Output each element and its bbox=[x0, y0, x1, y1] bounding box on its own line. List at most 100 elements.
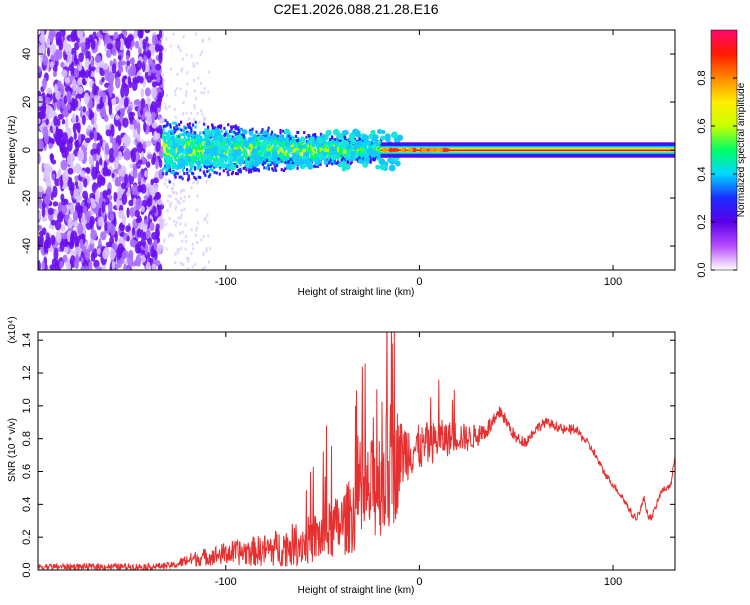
noise-blob bbox=[51, 173, 56, 181]
signal-pixel bbox=[245, 157, 249, 161]
signal-pixel bbox=[374, 155, 377, 159]
faint-pixel bbox=[195, 226, 198, 230]
faint-pixel bbox=[171, 234, 174, 238]
noise-blob bbox=[40, 234, 44, 246]
signal-pixel bbox=[234, 142, 238, 146]
signal-pixel bbox=[161, 133, 165, 137]
signal-pixel bbox=[194, 138, 197, 142]
signal-highlight bbox=[242, 140, 249, 147]
signal-pixel bbox=[332, 144, 335, 148]
noise-blob bbox=[41, 42, 46, 55]
signal-pixel bbox=[169, 164, 172, 168]
noise-blob bbox=[98, 216, 104, 227]
signal-highlight bbox=[308, 150, 313, 155]
noise-blob bbox=[151, 231, 158, 240]
faint-pixel bbox=[196, 241, 199, 245]
faint-pixel bbox=[179, 261, 182, 265]
noise-blob bbox=[70, 30, 77, 42]
noise-blob bbox=[38, 260, 41, 270]
faint-pixel bbox=[188, 194, 191, 198]
signal-pixel bbox=[267, 159, 270, 163]
signal-pixel bbox=[220, 129, 223, 133]
signal-pixel bbox=[260, 130, 263, 134]
signal-pixel bbox=[187, 125, 190, 129]
signal-pixel bbox=[166, 121, 169, 125]
faint-pixel bbox=[173, 177, 176, 181]
signal-pixel bbox=[184, 146, 187, 150]
noise-blob bbox=[95, 189, 100, 203]
signal-pixel bbox=[369, 140, 372, 144]
signal-pixel bbox=[311, 152, 314, 156]
signal-highlight bbox=[256, 158, 263, 164]
signal-highlight bbox=[368, 133, 374, 139]
noise-blob bbox=[130, 150, 136, 163]
signal-pixel bbox=[302, 149, 305, 153]
noise-blob bbox=[57, 118, 61, 127]
noise-blob bbox=[43, 195, 51, 206]
noise-blob bbox=[57, 113, 64, 120]
signal-highlight bbox=[192, 143, 197, 148]
signal-highlight bbox=[180, 161, 186, 167]
signal-pixel bbox=[319, 151, 322, 155]
spectrogram-x-tick-label: 0 bbox=[416, 276, 422, 288]
signal-pixel bbox=[237, 139, 240, 143]
faint-pixel bbox=[179, 222, 182, 226]
noise-blob bbox=[113, 157, 119, 168]
signal-pixel bbox=[188, 152, 191, 156]
signal-pixel bbox=[290, 135, 293, 139]
noise-blob bbox=[70, 230, 78, 241]
signal-pixel bbox=[284, 167, 287, 171]
faint-pixel bbox=[170, 67, 173, 71]
noise-blob bbox=[49, 43, 57, 54]
faint-pixel bbox=[180, 213, 183, 217]
signal-highlight bbox=[380, 135, 386, 141]
noise-blob bbox=[38, 224, 43, 231]
noise-blob bbox=[38, 151, 41, 164]
faint-pixel bbox=[182, 199, 185, 203]
noise-blob bbox=[95, 134, 102, 141]
signal-pixel bbox=[167, 162, 170, 166]
signal-pixel bbox=[178, 127, 181, 131]
signal-pixel bbox=[357, 151, 360, 155]
noise-blob bbox=[128, 111, 134, 122]
noise-blob bbox=[50, 219, 57, 226]
signal-pixel bbox=[317, 152, 320, 156]
signal-highlight bbox=[290, 164, 296, 170]
signal-pixel bbox=[164, 124, 167, 128]
signal-pixel bbox=[244, 158, 247, 162]
faint-pixel bbox=[182, 263, 185, 267]
signal-pixel bbox=[292, 149, 295, 153]
signal-pixel bbox=[211, 142, 214, 146]
signal-pixel bbox=[248, 168, 251, 172]
signal-pixel bbox=[325, 152, 328, 156]
signal-pixel bbox=[202, 122, 206, 126]
noise-blob bbox=[90, 229, 98, 241]
faint-pixel bbox=[199, 53, 202, 57]
signal-pixel bbox=[219, 126, 222, 130]
signal-highlight bbox=[248, 164, 253, 169]
signal-pixel bbox=[283, 148, 286, 152]
signal-pixel bbox=[244, 155, 248, 159]
signal-highlight bbox=[309, 136, 315, 142]
noise-blob bbox=[66, 90, 72, 104]
signal-highlight bbox=[256, 145, 261, 151]
signal-highlight bbox=[167, 142, 173, 148]
signal-pixel bbox=[249, 167, 252, 171]
noise-blob bbox=[59, 260, 64, 269]
signal-highlight bbox=[376, 139, 382, 145]
noise-blob bbox=[67, 53, 72, 65]
signal-highlight bbox=[251, 148, 259, 155]
signal-pixel bbox=[327, 157, 330, 161]
signal-pixel bbox=[195, 156, 198, 160]
signal-pixel bbox=[317, 148, 320, 152]
signal-pixel bbox=[339, 151, 342, 155]
noise-blob bbox=[57, 168, 62, 179]
signal-pixel bbox=[278, 147, 281, 151]
signal-pixel bbox=[256, 152, 260, 156]
noise-blob bbox=[71, 113, 77, 124]
noise-blob bbox=[151, 109, 156, 123]
noise-blob bbox=[150, 186, 156, 198]
faint-pixel bbox=[178, 231, 181, 235]
signal-pixel bbox=[180, 175, 183, 179]
